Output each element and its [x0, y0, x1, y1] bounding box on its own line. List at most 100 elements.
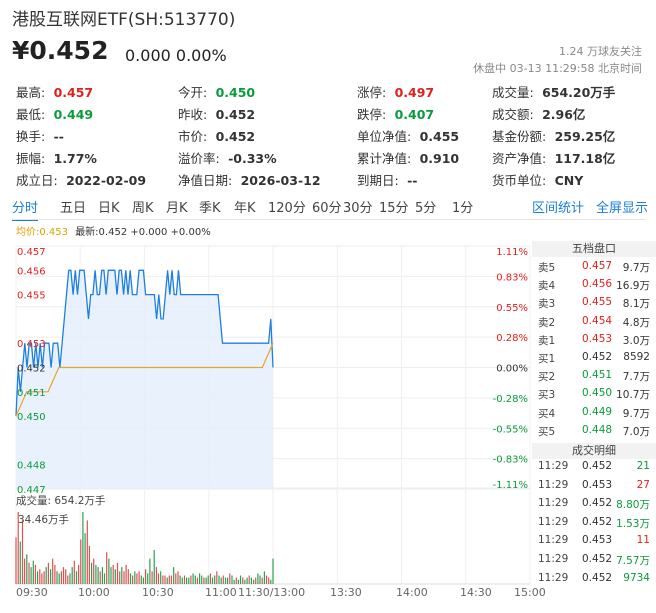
volume-bar: [78, 564, 80, 584]
quote-value: --: [402, 173, 418, 188]
volume-bar: [173, 567, 175, 584]
quote-item: 到期日: --: [357, 170, 417, 189]
orderbook-volume: 9.7万: [622, 262, 650, 274]
orderbook-price: 0.450: [582, 387, 613, 400]
tab-7[interactable]: 120分: [268, 201, 306, 216]
trades-title: 成交明细: [532, 443, 656, 459]
volume-bar: [125, 564, 127, 584]
quote-item: 今开: 0.450: [178, 82, 255, 101]
volume-bar: [257, 573, 259, 584]
volume-bar: [224, 577, 227, 584]
quote-label: 到期日:: [357, 173, 399, 188]
volume-bar: [248, 575, 250, 584]
tab-10[interactable]: 15分: [379, 201, 409, 216]
fullscreen-link[interactable]: 全屏显示: [596, 201, 649, 216]
volume-bar: [43, 571, 45, 584]
orderbook-volume: 3.0万: [622, 334, 650, 347]
tab-8[interactable]: 60分: [312, 201, 342, 216]
volume-bar: [132, 575, 134, 584]
orderbook-price: 0.452: [582, 351, 613, 363]
volume-bar: [250, 577, 252, 584]
avg-line: [15, 342, 274, 417]
quote-label: 今开:: [178, 85, 208, 100]
volume-bar: [71, 567, 73, 584]
intraday-chart[interactable]: 0.457 0.456 0.455 0.453 0.452 0.451 0.450 0.448…: [0, 236, 656, 613]
tab-4[interactable]: 月K: [166, 201, 188, 216]
volume-bar: [142, 577, 144, 584]
volume-bar: [147, 573, 149, 584]
trade-volume: 21: [636, 460, 650, 472]
volume-bar: [263, 571, 265, 584]
quote-value: 654.20万手: [537, 85, 616, 100]
volume-bar: [209, 573, 211, 584]
volume-bar: [170, 575, 173, 584]
tab-11[interactable]: 5分: [415, 201, 437, 216]
orderbook-level: 卖4: [538, 280, 556, 293]
volume-bar: [52, 558, 54, 584]
volume-bar: [203, 577, 205, 584]
orderbook-price: 0.457: [582, 260, 613, 272]
volume-bar: [32, 560, 34, 584]
quote-value: 0.910: [415, 151, 460, 166]
orderbook-level: 卖2: [538, 316, 556, 329]
volume-bar: [56, 571, 58, 584]
quote-label: 货币单位:: [492, 173, 547, 188]
volume-bar: [151, 571, 153, 584]
market-status: 休盘中 03-13 11:29:58 北京时间: [473, 62, 642, 75]
volume-bar: [134, 571, 136, 584]
volume-bar: [45, 567, 47, 584]
volume-bar: [28, 562, 30, 584]
tab-6[interactable]: 年K: [234, 201, 256, 216]
quote-label: 基金份额:: [492, 129, 547, 144]
tab-3[interactable]: 周K: [132, 201, 154, 216]
volume-bar: [24, 558, 26, 584]
tab-12[interactable]: 1分: [452, 201, 474, 216]
volume-bar: [119, 571, 121, 584]
quote-label: 最低:: [16, 107, 46, 122]
tab-0[interactable]: 分时: [12, 197, 39, 221]
tab-2[interactable]: 日K: [98, 201, 120, 216]
y-tick-label: 0.456: [17, 266, 46, 277]
volume-bar: [188, 577, 190, 584]
trade-time: 11:29: [538, 460, 569, 472]
volume-bar: [220, 577, 222, 584]
trade-time: 11:29: [538, 553, 569, 565]
orderbook-level: 买5: [538, 425, 556, 438]
volume-bar: [21, 520, 24, 584]
volume-bar: [162, 575, 164, 584]
volume-bar: [116, 562, 119, 584]
trade-price: 0.452: [582, 571, 613, 584]
y-tick-label: 0.453: [17, 339, 46, 350]
volume-bar: [136, 573, 138, 584]
volume-bar: [62, 567, 65, 584]
quote-item: 涨停: 0.497: [357, 82, 434, 101]
quote-value: 2026-03-12: [236, 173, 321, 188]
x-tick-label: 14:30: [460, 586, 492, 599]
quote-value: 0.497: [390, 85, 435, 100]
x-tick-label: 14:00: [396, 586, 428, 599]
orderbook-volume: 8592: [623, 351, 650, 363]
current-price: ¥0.452: [12, 36, 109, 65]
tab-1[interactable]: 五日: [60, 201, 87, 216]
tab-5[interactable]: 季K: [199, 201, 221, 216]
pct-tick-label: -0.28%: [493, 394, 528, 405]
range-stats-link[interactable]: 区间统计: [532, 201, 585, 216]
quote-value: CNY: [550, 173, 584, 188]
fund-title: 港股互联网ETF(SH:513770): [12, 10, 236, 30]
orderbook-price: 0.451: [582, 369, 613, 382]
orderbook-title: 五档盘口: [532, 241, 656, 257]
orderbook-level: 卖3: [538, 298, 556, 311]
volume-bar: [123, 571, 125, 584]
volume-bar: [218, 575, 220, 584]
orderbook-price: 0.449: [582, 405, 613, 418]
tab-9[interactable]: 30分: [343, 201, 373, 216]
volume-bar: [157, 573, 160, 584]
volume-bar: [82, 512, 84, 584]
volume-bar: [246, 577, 248, 584]
quote-value: 2.96亿: [537, 107, 586, 122]
quote-label: 涨停:: [357, 85, 387, 100]
quote-value: 0.449: [49, 107, 94, 122]
orderbook-volume: 9.7万: [622, 407, 650, 420]
avg-price-legend: 均价:0.453: [16, 227, 68, 238]
volume-bar: [265, 575, 268, 584]
